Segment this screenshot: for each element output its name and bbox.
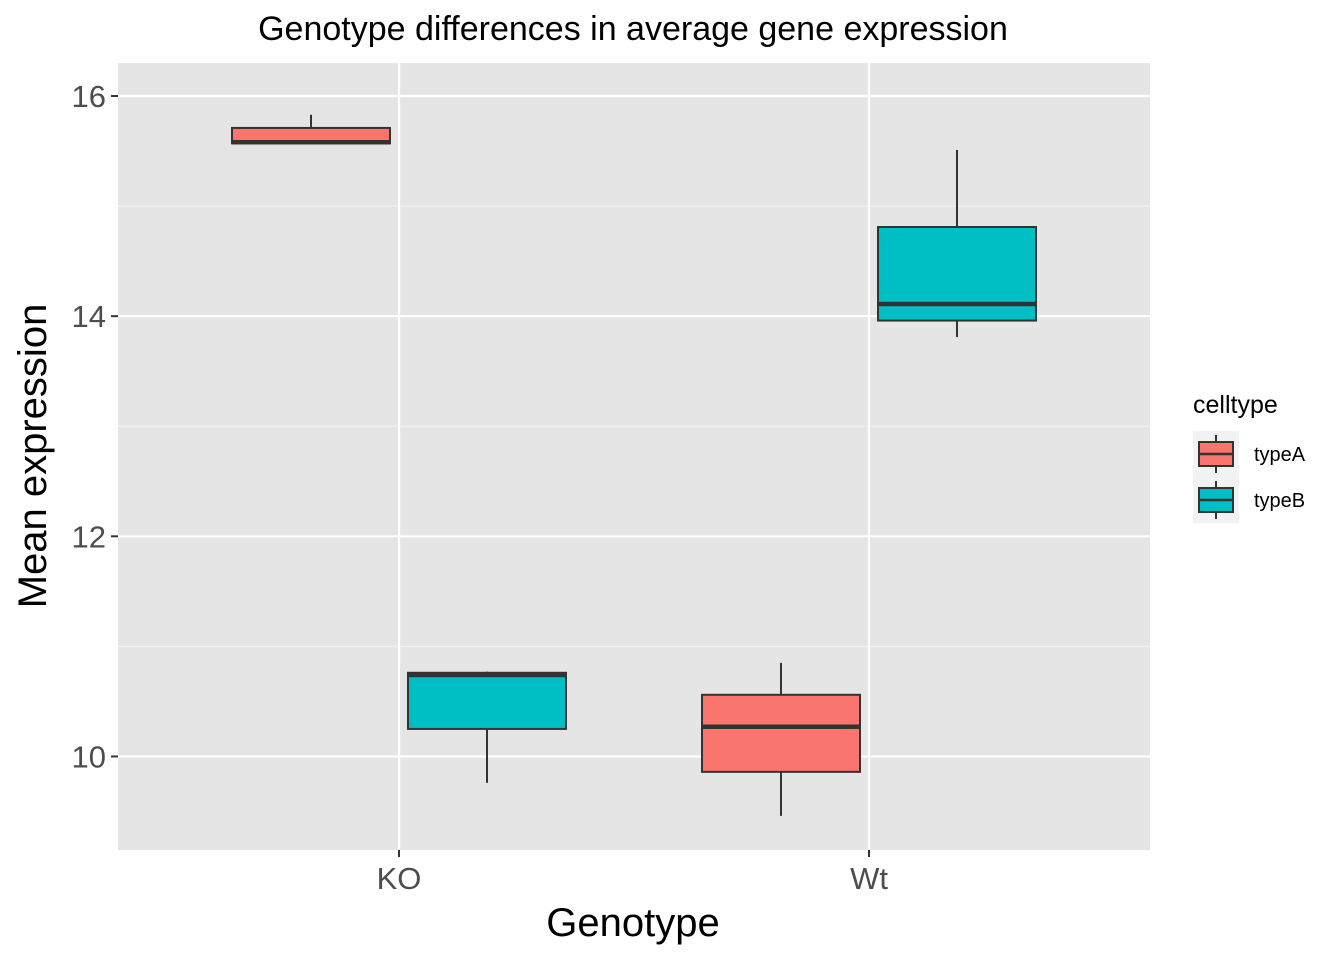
y-tick-label: 14: [72, 299, 106, 334]
legend-key-typeB: typeB: [1193, 477, 1305, 523]
boxplot-typeB-KO: [407, 671, 567, 783]
x-axis-title: Genotype: [546, 901, 719, 945]
y-axis-title: Mean expression: [11, 304, 55, 609]
y-axis: 10 12 14 16: [72, 79, 118, 774]
box: [877, 226, 1037, 322]
boxplots: [231, 114, 1037, 816]
x-tick-label: Wt: [850, 861, 888, 896]
legend-keys: typeA typeB: [1193, 431, 1306, 523]
box: [407, 671, 567, 730]
plot-panel: [118, 63, 1150, 850]
boxplot-typeA-Wt: [701, 662, 861, 816]
legend: celltype typeA typeB: [1193, 391, 1306, 523]
legend-label: typeA: [1254, 444, 1306, 466]
box: [701, 693, 861, 773]
boxplot-typeB-Wt: [877, 149, 1037, 338]
legend-title: celltype: [1193, 391, 1278, 419]
x-axis: KO Wt: [377, 850, 888, 896]
legend-label: typeB: [1254, 490, 1305, 512]
x-tick-label: KO: [377, 861, 422, 896]
y-tick-label: 10: [72, 739, 106, 774]
boxplot-typeA-KO: [231, 114, 391, 145]
minor-gridlines: [118, 205, 1150, 647]
legend-key-typeA: typeA: [1193, 431, 1306, 477]
chart-title: Genotype differences in average gene exp…: [258, 10, 1008, 48]
y-tick-label: 16: [72, 79, 106, 114]
y-tick-label: 12: [72, 519, 106, 554]
major-gridlines: [118, 63, 1150, 850]
